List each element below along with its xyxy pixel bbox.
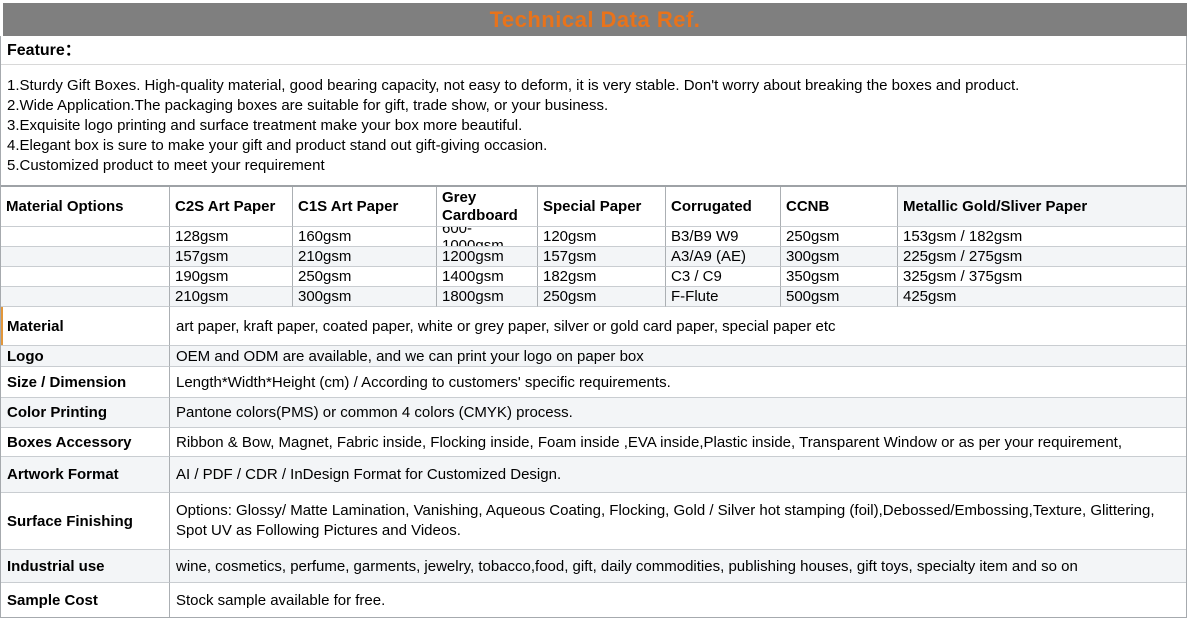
page-title: Technical Data Ref. (489, 6, 701, 32)
feature-list: 1.Sturdy Gift Boxes. High-quality materi… (1, 65, 1186, 185)
materials-cell: 350gsm (781, 267, 898, 287)
materials-header-cell: Metallic Gold/Sliver Paper (898, 187, 1186, 227)
spec-value-surface-finishing: Options: Glossy/ Matte Lamination, Vanis… (170, 493, 1186, 550)
spec-value-material: art paper, kraft paper, coated paper, wh… (170, 307, 1186, 346)
materials-cell: F-Flute (666, 287, 781, 307)
materials-cell: 182gsm (538, 267, 666, 287)
materials-cell: 157gsm (538, 247, 666, 267)
spec-label-sample-cost: Sample Cost (1, 583, 170, 617)
materials-cell: 300gsm (781, 247, 898, 267)
materials-cell: 500gsm (781, 287, 898, 307)
materials-cell (1, 287, 170, 307)
spec-label-material: Material (1, 307, 170, 346)
spec-value-boxes-accessory: Ribbon & Bow, Magnet, Fabric inside, Flo… (170, 428, 1186, 457)
spec-label-boxes-accessory: Boxes Accessory (1, 428, 170, 457)
materials-header-cell: Material Options (1, 187, 170, 227)
spec-value-logo: OEM and ODM are available, and we can pr… (170, 346, 1186, 367)
spec-label-artwork-format: Artwork Format (1, 457, 170, 493)
materials-cell (1, 247, 170, 267)
materials-cell: 225gsm / 275gsm (898, 247, 1186, 267)
spec-label-industrial-use: Industrial use (1, 550, 170, 583)
materials-cell: 425gsm (898, 287, 1186, 307)
spec-value-artwork-format: AI / PDF / CDR / InDesign Format for Cus… (170, 457, 1186, 493)
spec-value-sample-cost: Stock sample available for free. (170, 583, 1186, 617)
sheet: Feature： 1.Sturdy Gift Boxes. High-quali… (0, 36, 1187, 618)
materials-header-cell: C1S Art Paper (293, 187, 437, 227)
materials-cell: 300gsm (293, 287, 437, 307)
materials-header-cell: CCNB (781, 187, 898, 227)
spec-label-size-dimension: Size / Dimension (1, 367, 170, 398)
materials-cell: 190gsm (170, 267, 293, 287)
materials-cell: 153gsm / 182gsm (898, 227, 1186, 247)
materials-cell: 600-1000gsm (437, 227, 538, 247)
feature-heading: Feature： (1, 36, 1186, 65)
spec-label-surface-finishing: Surface Finishing (1, 493, 170, 550)
materials-table: Material Options C2S Art Paper C1S Art P… (1, 185, 1186, 307)
materials-cell (1, 267, 170, 287)
materials-cell: 250gsm (538, 287, 666, 307)
feature-item: 5.Customized product to meet your requir… (7, 157, 325, 174)
materials-header-cell: Special Paper (538, 187, 666, 227)
title-bar: Technical Data Ref. (3, 3, 1187, 36)
materials-cell: 210gsm (170, 287, 293, 307)
spec-table: Material art paper, kraft paper, coated … (1, 307, 1186, 617)
spec-label-color-printing: Color Printing (1, 398, 170, 428)
materials-cell: 120gsm (538, 227, 666, 247)
feature-item: 4.Elegant box is sure to make your gift … (7, 137, 548, 154)
materials-header-cell: C2S Art Paper (170, 187, 293, 227)
materials-cell: 157gsm (170, 247, 293, 267)
spec-value-color-printing: Pantone colors(PMS) or common 4 colors (… (170, 398, 1186, 428)
spec-value-size-dimension: Length*Width*Height (cm) / According to … (170, 367, 1186, 398)
materials-cell: 325gsm / 375gsm (898, 267, 1186, 287)
materials-cell: C3 / C9 (666, 267, 781, 287)
feature-item: 2.Wide Application.The packaging boxes a… (7, 97, 609, 114)
materials-cell: B3/B9 W9 (666, 227, 781, 247)
spec-value-industrial-use: wine, cosmetics, perfume, garments, jewe… (170, 550, 1186, 583)
materials-header-cell: Corrugated (666, 187, 781, 227)
materials-header-cell: Grey Cardboard (437, 187, 538, 227)
spec-label-logo: Logo (1, 346, 170, 367)
materials-cell: 1400gsm (437, 267, 538, 287)
materials-cell: 250gsm (293, 267, 437, 287)
materials-cell: 1800gsm (437, 287, 538, 307)
materials-cell (1, 227, 170, 247)
materials-cell: 128gsm (170, 227, 293, 247)
materials-cell: 1200gsm (437, 247, 538, 267)
materials-cell: 160gsm (293, 227, 437, 247)
materials-cell: 250gsm (781, 227, 898, 247)
materials-cell: 210gsm (293, 247, 437, 267)
materials-cell: A3/A9 (AE) (666, 247, 781, 267)
feature-item: 3.Exquisite logo printing and surface tr… (7, 117, 523, 134)
feature-item: 1.Sturdy Gift Boxes. High-quality materi… (7, 77, 1020, 94)
